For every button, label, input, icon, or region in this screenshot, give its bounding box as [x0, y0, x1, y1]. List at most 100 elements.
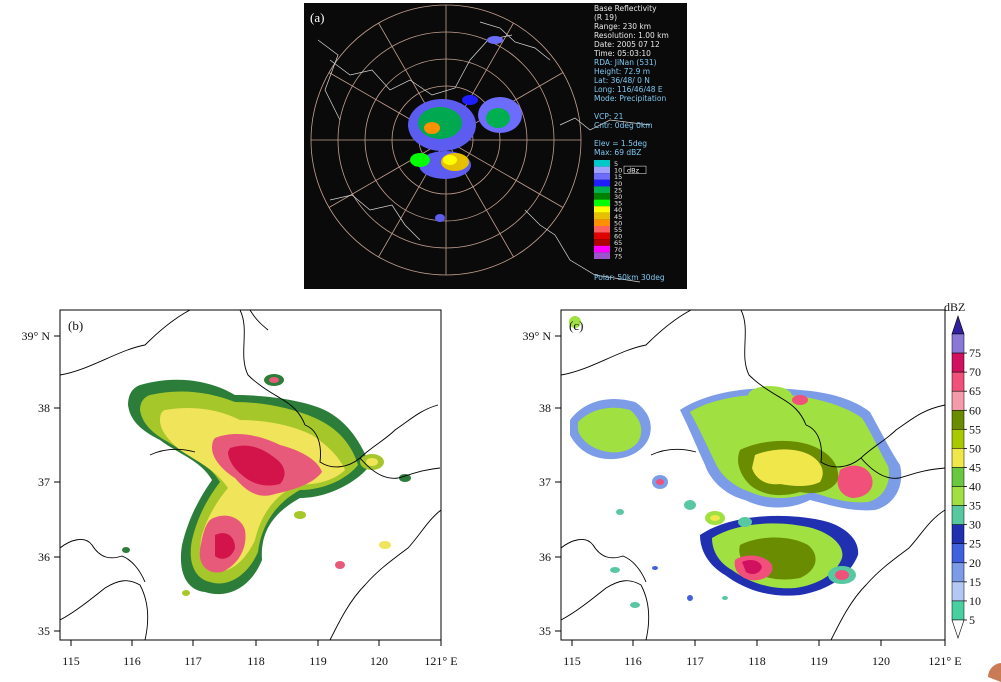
- panel-c-boundaries: [561, 310, 945, 640]
- lon-tick-label: 120: [370, 654, 388, 668]
- panel-c-tick-marks: [555, 335, 946, 646]
- colorbar-tick-label: 30: [969, 518, 981, 532]
- lat-tick-label: 39° N: [523, 329, 552, 343]
- radar-legend-value: 70: [614, 246, 622, 254]
- colorbar-tick-label: 50: [969, 441, 981, 455]
- radar-legend-value: 40: [614, 206, 622, 214]
- colorbar-swatch: [951, 371, 965, 392]
- radar-legend-unit: dBz: [627, 167, 640, 175]
- radar-legend-value: 55: [614, 226, 622, 234]
- colorbar-tick-label: 35: [969, 499, 981, 513]
- vcp-text: VCP: 21: [594, 112, 624, 121]
- colorbar-swatch: [951, 448, 965, 468]
- colorbar-swatch: [951, 524, 965, 544]
- colorbar-swatch: [951, 600, 965, 621]
- radar-info: Base Reflectivity (R 19) Range: 230 km R…: [593, 4, 669, 282]
- colorbar-tick-label: 45: [969, 460, 981, 474]
- lat-tick-label: 37: [38, 475, 50, 489]
- info-line: Resolution: 1.00 km: [594, 31, 669, 40]
- lat-tick-label: 37: [539, 475, 551, 489]
- radar-legend-value: 60: [614, 233, 622, 241]
- colorbar-bottom-arrow: [951, 619, 965, 639]
- radar-legend-value: 20: [614, 180, 622, 188]
- lon-tick-label: 118: [748, 654, 766, 668]
- reflectivity-field: [122, 374, 411, 596]
- radar-legend-swatch: [594, 193, 610, 200]
- elev-text: Elev = 1.5deg: [594, 139, 647, 148]
- lon-tick-label: 115: [62, 654, 80, 668]
- info-line: (R 19): [594, 13, 617, 22]
- lon-tick-label: 119: [309, 654, 327, 668]
- radar-legend-value: 45: [614, 213, 622, 221]
- colorbar-tick-label: 60: [969, 403, 981, 417]
- info-line: Mode: Precipitation: [594, 94, 666, 103]
- colorbar-top-arrow: [951, 315, 965, 335]
- panel-c-map: [561, 310, 945, 640]
- radar-legend-value: 50: [614, 219, 622, 227]
- radar-legend-swatch: [594, 186, 610, 193]
- radar-legend-value: 25: [614, 186, 622, 194]
- radar-legend-swatch: [594, 239, 610, 246]
- colorbar-tick-label: 55: [969, 422, 981, 436]
- panel-c-lat-labels: 39° N 38 37 36 35: [523, 329, 552, 638]
- lon-tick-label: 117: [686, 654, 704, 668]
- colorbar-swatches: [951, 315, 967, 639]
- colorbar-tick-label: 65: [969, 384, 981, 398]
- lat-tick-label: 36: [539, 550, 551, 564]
- lat-tick-label: 38: [539, 401, 551, 415]
- colorbar-unit: dBZ: [944, 300, 965, 314]
- lat-tick-label: 36: [38, 550, 50, 564]
- max-text: Max: 69 dBZ: [594, 148, 641, 157]
- colorbar-swatch: [951, 429, 965, 449]
- info-line: Base Reflectivity: [594, 4, 657, 13]
- colorbar-swatch: [951, 467, 965, 487]
- colorbar-swatch: [951, 333, 965, 354]
- radar-legend-swatch: [594, 206, 610, 213]
- colorbar-swatch: [951, 543, 965, 564]
- corner-logo: [987, 663, 1001, 682]
- colorbar-tick-label: 15: [969, 575, 981, 589]
- lon-tick-label: 119: [810, 654, 828, 668]
- radar-legend-swatch: [594, 226, 610, 233]
- radar-legend-swatch: [594, 252, 610, 259]
- colorbar-tick-label: 75: [969, 346, 981, 360]
- radar-background: [304, 3, 687, 289]
- info-line: Lat: 36/48/ 0 N: [594, 76, 650, 85]
- colorbar-swatch: [951, 352, 965, 373]
- panel-c: (c) 39° N 38 37 36 35 115 116 117 118 11…: [523, 309, 962, 668]
- colorbar-swatch: [951, 562, 965, 583]
- colorbar-swatch: [951, 486, 965, 506]
- colorbar-tick-label: 70: [969, 365, 981, 379]
- panel-b-lat-labels: 39° N 38 37 36 35: [22, 329, 51, 638]
- panel-c-lon-labels: 115 116 117 118 119 120 121° E: [563, 654, 961, 668]
- lat-tick-label: 35: [38, 624, 50, 638]
- radar-echoes: [408, 36, 522, 222]
- radar-legend-value: 5: [614, 160, 618, 168]
- info-line: RDA: JiNan (531): [594, 58, 657, 67]
- lon-tick-label: 121° E: [928, 654, 961, 668]
- radar-legend-swatch: [594, 173, 610, 180]
- panel-b-label: (b): [68, 318, 83, 333]
- colorbar-tick-label: 40: [969, 480, 981, 494]
- lon-tick-label: 118: [247, 654, 265, 668]
- colorbar-tick-label: 25: [969, 537, 981, 551]
- lat-tick-label: 39° N: [22, 329, 51, 343]
- info-line: Long: 116/46/48 E: [594, 85, 663, 94]
- radar-legend-swatch: [594, 219, 610, 226]
- radar-map-lines: [317, 21, 651, 283]
- panel-b: (b) 39° N 38 37 36 35 115 116 117 118 11…: [22, 309, 458, 668]
- radar-legend-value: 30: [614, 193, 622, 201]
- radar-legend-swatch: [594, 179, 610, 187]
- lon-tick-label: 120: [872, 654, 890, 668]
- panel-b-boundaries: [60, 310, 441, 640]
- panel-a-label: (a): [310, 10, 324, 25]
- colorbar-swatch: [951, 581, 965, 602]
- radar-legend-value: 75: [614, 252, 622, 260]
- radar-legend-swatch: [594, 199, 610, 207]
- lon-tick-label: 116: [624, 654, 642, 668]
- colorbar-labels: 75 70 65 60 55 50 45 40 35 30 25 20 15 10 5: [969, 346, 981, 627]
- lon-tick-label: 115: [563, 654, 581, 668]
- radar-legend-swatch: [594, 232, 610, 240]
- radar-legend-unit-box: [623, 165, 647, 174]
